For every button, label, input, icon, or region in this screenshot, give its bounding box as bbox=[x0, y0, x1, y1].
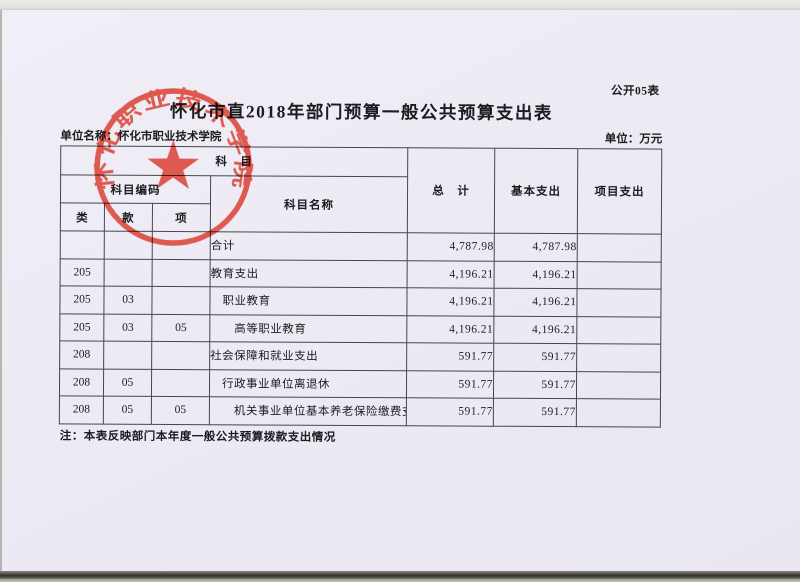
cell-section-code: 03 bbox=[103, 313, 152, 342]
cell-total: 4,196.21 bbox=[406, 315, 494, 344]
cell-subject-name: 行政事业单位离退休 bbox=[209, 369, 407, 398]
header-code: 科目编码 bbox=[60, 174, 211, 204]
cell-basic: 591.77 bbox=[493, 343, 577, 372]
table-row: 205 03 职业教育 4,196.21 4,196.21 bbox=[59, 285, 662, 317]
cell-project bbox=[576, 288, 662, 317]
header-basic: 基本支出 bbox=[494, 148, 578, 234]
header-class: 类 bbox=[60, 202, 105, 232]
budget-table: 科 目 总 计 基本支出 项目支出 科目编码 科目名称 类 款 项 bbox=[59, 145, 662, 427]
cell-item-code bbox=[151, 341, 210, 370]
cell-total: 4,196.21 bbox=[407, 260, 495, 289]
cell-total: 591.77 bbox=[406, 370, 494, 399]
cell-class-code: 208 bbox=[59, 368, 104, 397]
cell-basic: 4,787.98 bbox=[494, 233, 578, 262]
page-title: 怀化市直2018年部门预算一般公共预算支出表 bbox=[169, 101, 554, 124]
cell-total: 4,787.98 bbox=[407, 232, 495, 261]
header-total: 总 计 bbox=[407, 147, 495, 234]
header-project: 项目支出 bbox=[577, 148, 662, 235]
meta-row: 单位名称：怀化市职业技术学院 单位：万元 bbox=[60, 127, 662, 146]
cell-class-code: 205 bbox=[60, 258, 105, 287]
cell-item-code bbox=[151, 368, 210, 397]
form-code: 公开05表 bbox=[611, 85, 660, 98]
header-item: 项 bbox=[152, 203, 211, 232]
paper-sheet: 公开05表 怀化市直2018年部门预算一般公共预算支出表 单位名称：怀化市职业技… bbox=[2, 10, 800, 571]
cell-project bbox=[576, 398, 661, 427]
cell-item-code: 05 bbox=[151, 396, 210, 425]
cell-section-code bbox=[103, 341, 152, 369]
cell-class-code: 205 bbox=[59, 285, 105, 314]
cell-basic: 4,196.21 bbox=[493, 315, 577, 344]
unit-measure: 单位：万元 bbox=[605, 130, 663, 146]
table-row: 208 社会保障和就业支出 591.77 591.77 bbox=[59, 340, 661, 372]
cell-project bbox=[577, 261, 662, 290]
table-row: 合计 4,787.98 4,787.98 bbox=[60, 230, 662, 262]
cell-total: 4,196.21 bbox=[406, 287, 495, 316]
cell-item-code bbox=[152, 258, 211, 287]
document-content: 公开05表 怀化市直2018年部门预算一般公共预算支出表 单位名称：怀化市职业技… bbox=[58, 8, 663, 572]
header-subject: 科 目 bbox=[60, 145, 408, 177]
cell-project bbox=[576, 316, 661, 345]
table-row: 208 05 05 机关事业单位基本养老保险缴费支出 591.77 591.77 bbox=[59, 395, 661, 427]
table-row: 205 教育支出 4,196.21 4,196.21 bbox=[60, 258, 662, 290]
cell-basic: 591.77 bbox=[493, 370, 577, 399]
cell-subject-name: 高等职业教育 bbox=[209, 314, 407, 343]
unit-name-label: 单位名称： bbox=[60, 130, 118, 143]
unit-name-value: 怀化市职业技术学院 bbox=[117, 130, 222, 144]
cell-subject-name: 职业教育 bbox=[209, 286, 408, 316]
cell-item-code bbox=[152, 231, 211, 260]
unit-name: 单位名称：怀化市职业技术学院 bbox=[60, 127, 221, 144]
table-row: 205 03 05 高等职业教育 4,196.21 4,196.21 bbox=[59, 313, 661, 345]
scanner-top-edge bbox=[0, 0, 800, 10]
cell-project bbox=[577, 233, 662, 262]
cell-subject-name: 教育支出 bbox=[210, 259, 408, 288]
cell-section-code: 05 bbox=[103, 368, 152, 397]
cell-class-code: 208 bbox=[59, 340, 104, 369]
cell-section-code bbox=[104, 258, 153, 287]
cell-class-code bbox=[60, 230, 105, 259]
cell-class-code: 208 bbox=[59, 395, 104, 424]
cell-subject-name: 机关事业单位基本养老保险缴费支出 bbox=[209, 396, 407, 426]
cell-class-code: 205 bbox=[59, 313, 104, 342]
cell-subject-name: 合计 bbox=[210, 231, 408, 261]
cell-project bbox=[576, 371, 661, 400]
unit-measure-label: 单位： bbox=[604, 133, 640, 146]
unit-measure-value: 万元 bbox=[639, 133, 663, 146]
scanner-bottom-edge bbox=[0, 571, 800, 582]
cell-total: 591.77 bbox=[406, 342, 494, 371]
cell-section-code: 05 bbox=[103, 396, 152, 424]
table-row: 208 05 行政事业单位离退休 591.77 591.77 bbox=[59, 368, 661, 400]
cell-basic: 4,196.21 bbox=[494, 260, 578, 289]
header-name: 科目名称 bbox=[210, 175, 408, 233]
cell-project bbox=[576, 343, 661, 372]
cell-item-code bbox=[151, 286, 211, 315]
footnote: 注：本表反映部门本年度一般公共预算拨款支出情况 bbox=[59, 430, 336, 444]
header-row-subject: 科 目 总 计 基本支出 项目支出 bbox=[60, 145, 662, 235]
cell-section-code bbox=[104, 231, 153, 259]
cell-basic: 4,196.21 bbox=[493, 288, 578, 317]
cell-subject-name: 社会保障和就业支出 bbox=[209, 341, 407, 371]
cell-section-code: 03 bbox=[103, 286, 153, 314]
header-section: 款 bbox=[104, 203, 153, 232]
cell-basic: 591.77 bbox=[493, 398, 577, 427]
cell-total: 591.77 bbox=[406, 397, 494, 426]
cell-item-code: 05 bbox=[151, 313, 210, 342]
